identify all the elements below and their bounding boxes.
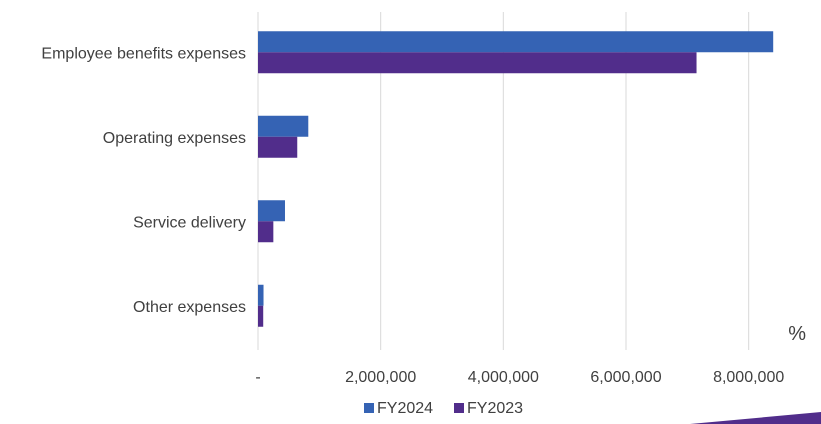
x-tick-labels: - 2,000,000 4,000,000 6,000,000 8,000,000 [255, 369, 784, 386]
legend-swatch [454, 403, 464, 413]
bar-fy2023 [258, 221, 274, 243]
x-tick-label: - [255, 369, 260, 386]
bars [258, 31, 774, 327]
legend-label: FY2023 [467, 400, 523, 417]
x-tick-label: 6,000,000 [590, 369, 661, 386]
category-label: Service delivery [133, 214, 246, 231]
category-label: Other expenses [133, 299, 246, 316]
x-tick-label: 4,000,000 [468, 369, 539, 386]
decorative-accent-shape [690, 412, 821, 424]
unit-label: % [788, 323, 806, 345]
legend: FY2024 FY2023 [364, 400, 523, 417]
x-tick-label: 8,000,000 [713, 369, 784, 386]
bar-fy2023 [258, 305, 264, 327]
bar-fy2024 [258, 31, 774, 53]
category-label: Operating expenses [103, 130, 246, 147]
category-labels: Employee benefits expenses Operating expe… [41, 45, 246, 316]
bar-fy2023 [258, 52, 697, 74]
legend-swatch [364, 403, 374, 413]
category-label: Employee benefits expenses [41, 45, 246, 62]
bar-fy2023 [258, 136, 298, 158]
bar-fy2024 [258, 200, 285, 222]
bar-fy2024 [258, 284, 264, 306]
legend-label: FY2024 [377, 400, 433, 417]
bar-fy2024 [258, 115, 309, 137]
x-tick-label: 2,000,000 [345, 369, 416, 386]
